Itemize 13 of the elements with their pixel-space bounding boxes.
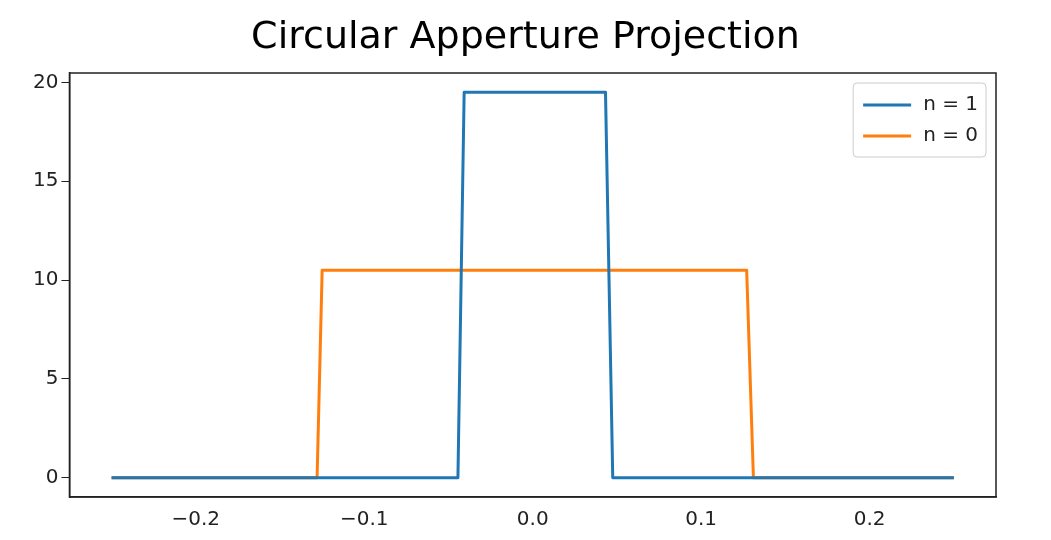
y-tick-label: 20 [33, 68, 59, 93]
y-tick-label: 15 [33, 167, 59, 192]
x-tick-label: −0.1 [339, 506, 389, 531]
x-tick-label: 0.2 [853, 506, 886, 531]
x-tick-label: −0.2 [171, 506, 221, 531]
chart-title: Circular Apperture Projection [250, 12, 801, 58]
x-tick-label: 0.1 [685, 506, 718, 531]
y-tick-label: 0 [45, 463, 59, 488]
x-tick-label: 0.0 [516, 506, 549, 531]
y-tick-label: 5 [45, 365, 59, 390]
y-tick-label: 10 [33, 266, 59, 291]
legend-label: n = 0 [923, 122, 978, 147]
legend-label: n = 1 [923, 91, 978, 116]
